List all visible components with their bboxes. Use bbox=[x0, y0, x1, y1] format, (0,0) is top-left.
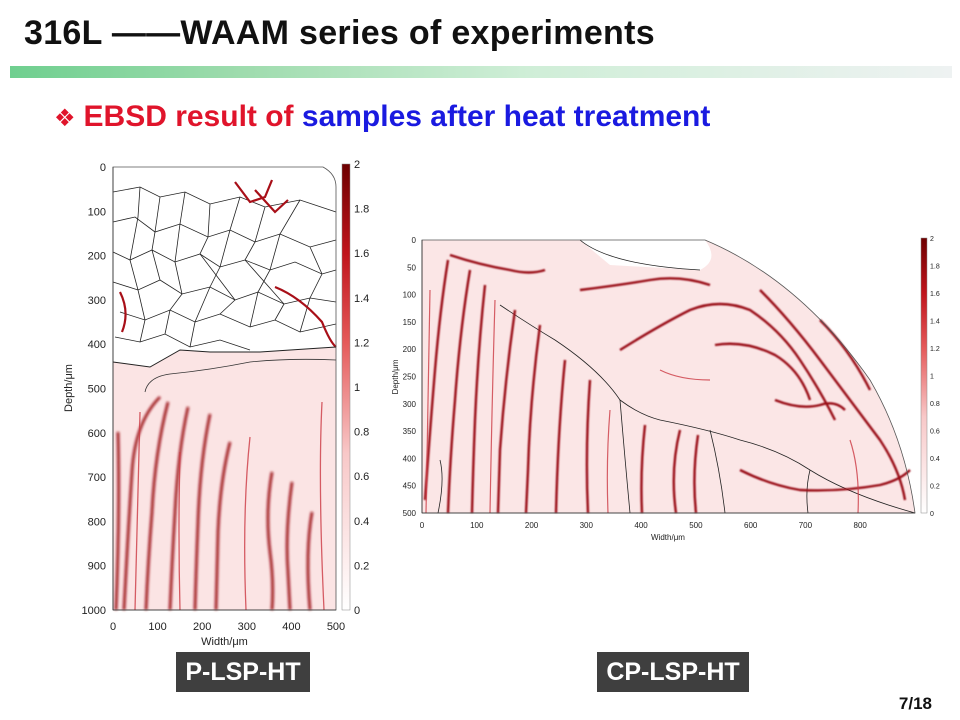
y-tick: 500 bbox=[88, 384, 106, 396]
map-region bbox=[422, 240, 915, 513]
y-tick: 400 bbox=[403, 454, 417, 463]
y-tick: 250 bbox=[403, 373, 417, 382]
y-tick: 300 bbox=[88, 295, 106, 307]
colorbar-tick: 0 bbox=[930, 511, 934, 518]
colorbar-tick: 0.6 bbox=[354, 471, 369, 483]
y-tick: 200 bbox=[403, 345, 417, 354]
y-tick: 0 bbox=[100, 162, 106, 174]
y-tick: 500 bbox=[403, 509, 417, 518]
colorbar-tick: 1 bbox=[354, 382, 360, 394]
colorbar-tick: 2 bbox=[930, 236, 934, 243]
x-tick: 800 bbox=[854, 521, 868, 530]
slide-title: 316L ——WAAM series of experiments bbox=[24, 14, 655, 52]
x-tick: 200 bbox=[193, 621, 211, 633]
y-tick: 700 bbox=[88, 472, 106, 484]
x-tick: 600 bbox=[744, 521, 758, 530]
x-tick: 0 bbox=[110, 621, 116, 633]
x-tick: 400 bbox=[282, 621, 300, 633]
colorbar bbox=[920, 237, 928, 514]
ebsd-map-cp-lsp-ht: 0 100 200 300 400 500 600 700 800 Width/… bbox=[380, 230, 950, 550]
caption-cp-lsp-ht: CP-LSP-HT bbox=[597, 652, 749, 692]
colorbar-tick: 1.4 bbox=[930, 319, 940, 326]
y-tick: 100 bbox=[403, 291, 417, 300]
axis-left-map bbox=[112, 167, 336, 611]
colorbar-tick: 1.2 bbox=[354, 337, 369, 349]
x-tick: 300 bbox=[238, 621, 256, 633]
ebsd-plot-left: 0 100 200 300 400 500 Width/μm 0 100 200… bbox=[63, 159, 369, 648]
y-tick: 450 bbox=[403, 482, 417, 491]
y-tick: 100 bbox=[88, 206, 106, 218]
ebsd-plot-right: 0 100 200 300 400 500 600 700 800 Width/… bbox=[391, 236, 940, 542]
colorbar-tick: 0 bbox=[354, 605, 360, 617]
colorbar-tick: 1.4 bbox=[354, 293, 369, 305]
y-axis-label: Depth/μm bbox=[63, 364, 75, 412]
x-tick: 400 bbox=[634, 521, 648, 530]
slide-subtitle: ❖ EBSD result of samples after heat treat… bbox=[54, 100, 710, 134]
x-axis-label: Width/μm bbox=[201, 636, 248, 648]
page-number: 7/18 bbox=[898, 694, 932, 713]
y-tick: 50 bbox=[407, 263, 416, 272]
colorbar-tick: 0.4 bbox=[930, 456, 940, 463]
colorbar-tick: 1.8 bbox=[930, 264, 940, 271]
y-tick: 200 bbox=[88, 251, 106, 263]
colorbar-tick: 1 bbox=[930, 374, 934, 381]
colorbar bbox=[341, 163, 351, 611]
subtitle-part-blue: samples after heat treatment bbox=[301, 100, 711, 133]
ebsd-map-p-lsp-ht: 0 100 200 300 400 500 Width/μm 0 100 200… bbox=[60, 152, 390, 652]
x-tick: 300 bbox=[580, 521, 594, 530]
y-tick: 900 bbox=[88, 561, 106, 573]
y-axis-label: Depth/μm bbox=[391, 359, 400, 394]
colorbar-tick: 0.4 bbox=[354, 516, 369, 528]
colorbar-tick: 0.8 bbox=[354, 427, 369, 439]
colorbar-tick: 0.6 bbox=[930, 429, 940, 436]
x-tick: 100 bbox=[470, 521, 484, 530]
colorbar-tick: 0.2 bbox=[930, 484, 940, 491]
grain-boundaries bbox=[112, 186, 337, 351]
colorbar-tick: 0.8 bbox=[930, 401, 940, 408]
caption-p-lsp-ht: P-LSP-HT bbox=[176, 652, 310, 692]
y-tick: 150 bbox=[403, 318, 417, 327]
y-tick: 1000 bbox=[82, 605, 106, 617]
columnar-boundaries bbox=[423, 253, 911, 514]
x-tick: 200 bbox=[525, 521, 539, 530]
grain-boundaries bbox=[437, 239, 916, 514]
y-tick: 800 bbox=[88, 516, 106, 528]
x-tick: 0 bbox=[420, 521, 425, 530]
diamond-bullet-icon: ❖ bbox=[54, 105, 76, 132]
x-axis-label: Width/μm bbox=[651, 533, 685, 542]
y-tick: 400 bbox=[88, 339, 106, 351]
colorbar-tick: 0.2 bbox=[354, 560, 369, 572]
subtitle-part-red: EBSD result of bbox=[83, 100, 294, 133]
colorbar-tick: 1.6 bbox=[930, 291, 940, 298]
x-tick: 700 bbox=[799, 521, 813, 530]
title-underline-bar bbox=[10, 66, 952, 78]
y-tick: 0 bbox=[412, 236, 417, 245]
colorbar-tick: 2 bbox=[354, 159, 360, 171]
y-tick: 600 bbox=[88, 428, 106, 440]
axis-right-map bbox=[421, 240, 915, 514]
colorbar-tick: 1.6 bbox=[354, 248, 369, 260]
colorbar-tick: 1.2 bbox=[930, 346, 940, 353]
x-tick: 100 bbox=[148, 621, 166, 633]
y-tick: 350 bbox=[403, 427, 417, 436]
y-tick: 300 bbox=[403, 400, 417, 409]
x-tick: 500 bbox=[327, 621, 345, 633]
x-tick: 500 bbox=[689, 521, 703, 530]
colorbar-tick: 1.8 bbox=[354, 204, 369, 216]
columnar-boundaries bbox=[114, 396, 314, 611]
